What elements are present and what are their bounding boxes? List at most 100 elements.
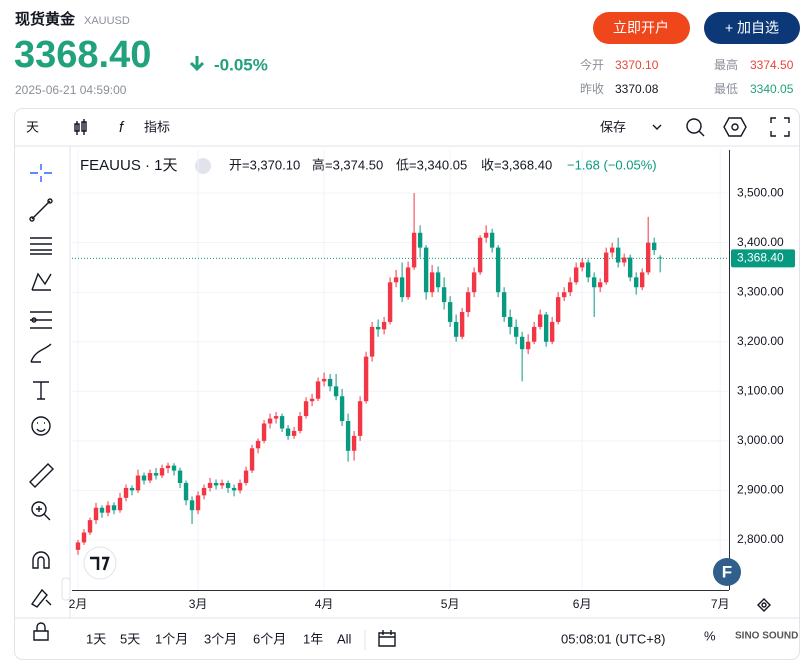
candle-body [519,336,525,350]
settings-button[interactable] [723,117,747,137]
change: -0.05% [214,55,268,74]
candle-body [183,482,189,501]
chart-type-button[interactable] [74,119,87,135]
axis-settings[interactable] [757,598,771,612]
button-bg [593,12,690,44]
candle-body [453,321,459,337]
candle-body [513,326,519,337]
date-range-button[interactable] [378,630,396,647]
y-tick-label: 3,000.00 [737,433,784,447]
range-button[interactable]: 1天 [86,631,106,646]
range-button[interactable]: 1个月 [155,631,188,646]
candle-body [231,487,237,491]
candle-body [261,423,267,441]
candle-body [405,267,411,298]
candle-body [165,465,171,469]
candle-body [459,312,465,337]
button-label[interactable]: 立即开户 [613,20,669,36]
clock: 05:08:01 (UTC+8) [561,631,665,646]
indicators-button[interactable]: 指标 [144,119,170,134]
stat-value: 3370.10 [615,58,659,72]
candle-body [225,482,231,488]
range-button[interactable]: 5天 [120,631,140,646]
down-arrow [189,56,205,72]
candle-body [417,232,423,248]
collapse-handle[interactable] [61,577,71,601]
snapshot-button[interactable] [686,118,705,137]
tv-logo-mark [90,556,110,571]
candle-body [189,500,195,511]
fullscreen-button[interactable] [770,117,790,137]
legend-toggle[interactable] [195,158,211,174]
datetime: 2025-06-21 04:59:00 [15,83,127,97]
save-button[interactable]: 保存 [600,119,626,134]
candle-body [345,421,351,451]
candle-body [537,314,543,327]
stat-value: 3374.50 [750,58,794,72]
candle-body [147,473,153,481]
candle-body [561,292,567,298]
candle-body [201,487,207,496]
watermark: SINO SOUND [735,631,798,642]
candle-body [369,326,375,357]
candle-body [495,247,501,293]
stat-label: 最高 [714,57,738,72]
watchlist-button[interactable]: + 加自选 [704,12,800,44]
stat-label: 昨收 [580,82,604,96]
candle-body [249,448,255,471]
stat-label: 最低 [714,82,738,96]
candle-body [585,262,591,278]
tv-logo [83,546,117,580]
candle-body [351,435,357,451]
range-button[interactable]: 1年 [303,631,323,646]
range-button[interactable]: 3个月 [204,631,237,646]
x-tick-label: 7月 [711,597,730,611]
open-account-button[interactable]: 立即开户 [593,12,690,44]
candle-body [195,495,201,511]
candle-body [279,416,285,429]
candle-body [129,487,135,491]
candle-body [267,418,273,424]
candle-body [309,398,315,402]
symbol: XAUUSD [84,15,130,27]
candle-body [387,282,393,322]
candle-body [297,416,303,431]
candle-body [141,475,147,481]
candle-body [411,232,417,268]
button-label[interactable]: + 加自选 [725,20,779,36]
range-button[interactable]: All [337,631,352,646]
candle-body [333,386,339,397]
candle-body [303,401,309,417]
fx-icon: f [119,119,125,136]
candle-body [285,428,291,436]
legend-close: 收=3,368.40 [481,157,552,172]
candle-body [237,482,243,491]
candle-body [207,482,213,488]
candle-body [123,487,129,498]
candle-body [573,267,579,283]
candle-body [597,282,603,288]
candle-body [99,507,105,513]
candle-body [87,520,93,533]
candle-body [135,475,141,491]
candle-body [105,505,111,513]
instrument-name: 现货黄金 [15,10,76,28]
candle-body [315,381,321,399]
candle-body [489,232,495,248]
candle-body [567,282,573,293]
drawing-tools[interactable] [29,164,54,641]
percent-button[interactable]: % [704,628,716,643]
candle-body [171,465,177,471]
y-tick-label: 2,800.00 [737,532,784,546]
candle-body [291,430,297,436]
range-button[interactable]: 6个月 [253,631,286,646]
candle-body [429,272,435,293]
candle-body [153,473,159,476]
candle-body [651,242,657,251]
candle-body [531,326,537,342]
interval-button[interactable]: 天 [26,119,39,134]
x-tick-label: 5月 [441,597,460,611]
y-tick-label: 2,900.00 [737,483,784,497]
y-tick-label: 3,300.00 [737,284,784,298]
y-tick-label: 3,500.00 [737,185,784,199]
